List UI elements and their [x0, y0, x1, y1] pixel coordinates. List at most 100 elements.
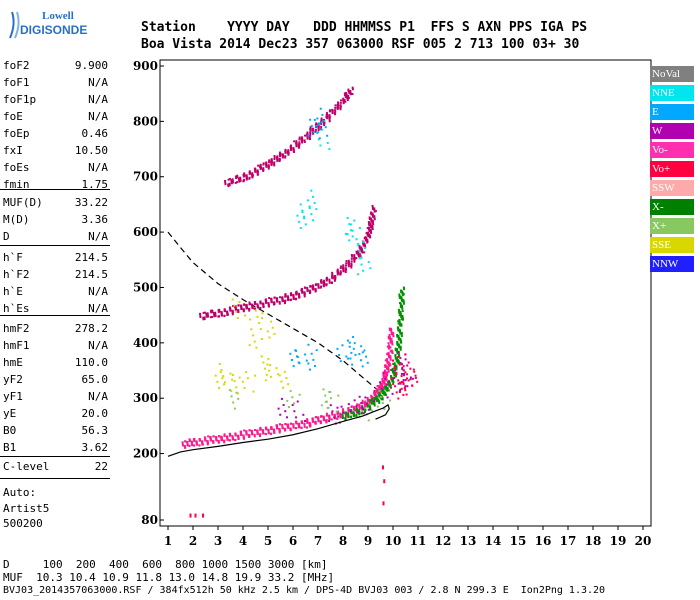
- trace-point: [259, 433, 262, 436]
- trace-point: [273, 156, 276, 159]
- trace-point: [373, 208, 376, 211]
- spread-point: [233, 407, 236, 410]
- trace-point: [256, 432, 259, 435]
- trace-point: [369, 408, 372, 411]
- trace-point: [384, 371, 387, 374]
- spread-point: [397, 355, 400, 358]
- trace-point: [368, 400, 371, 403]
- trace-point: [320, 421, 323, 424]
- spread-point: [402, 379, 405, 382]
- trace-point: [361, 405, 364, 408]
- trace-point: [384, 364, 387, 367]
- spread-point: [349, 409, 352, 412]
- trace-point: [349, 90, 352, 93]
- trace-point: [394, 354, 397, 357]
- trace-point: [259, 426, 262, 429]
- trace-point: [392, 332, 395, 335]
- trace-point: [265, 161, 268, 164]
- trace-point: [331, 112, 334, 115]
- trace-point: [279, 153, 282, 156]
- trace-point: [394, 357, 397, 360]
- trace-point: [331, 276, 334, 279]
- trace-point: [215, 439, 218, 442]
- trace-point: [328, 414, 331, 417]
- spread-point: [328, 420, 331, 423]
- spread-point: [402, 374, 405, 377]
- trace-point: [374, 393, 377, 396]
- trace-point: [350, 415, 353, 418]
- trace-point: [315, 283, 318, 286]
- trace-point: [358, 413, 361, 416]
- spread-point: [399, 361, 402, 364]
- spread-point: [361, 365, 364, 368]
- spread-point: [235, 386, 238, 389]
- trace-point: [300, 287, 303, 290]
- trace-point: [309, 126, 312, 129]
- trace-point: [331, 273, 334, 276]
- param-label: h`E: [3, 285, 23, 298]
- trace-point: [343, 92, 346, 95]
- spread-point: [347, 357, 350, 360]
- x-tick-label: 1: [164, 534, 172, 548]
- trace-point: [251, 176, 254, 179]
- trace-point: [317, 128, 320, 131]
- trace-point: [214, 313, 217, 316]
- spread-point: [346, 233, 349, 236]
- spread-point: [336, 406, 339, 409]
- trace-point: [347, 88, 350, 91]
- spread-point: [311, 195, 314, 198]
- trace-point: [400, 298, 403, 301]
- legend-item: X+: [650, 218, 694, 234]
- trace-point: [399, 310, 402, 313]
- trace-point: [257, 164, 260, 167]
- spread-point: [319, 128, 322, 131]
- trace-point: [295, 140, 298, 143]
- trace-point: [265, 165, 268, 168]
- trace-point: [395, 368, 398, 371]
- spread-point: [355, 405, 358, 408]
- trace-point: [325, 276, 328, 279]
- trace-point: [378, 393, 381, 396]
- spread-point: [304, 353, 307, 356]
- trace-point: [370, 213, 373, 216]
- spread-point: [355, 238, 358, 241]
- trace-point: [331, 275, 334, 278]
- spread-point: [313, 201, 316, 204]
- spread-point: [319, 107, 322, 110]
- param-row: hmE 110.0: [3, 356, 108, 372]
- trace-point: [270, 158, 273, 161]
- trace-point: [371, 214, 374, 217]
- trace-point: [243, 173, 246, 176]
- spread-point: [289, 352, 292, 355]
- trace-point: [384, 365, 387, 368]
- trace-point: [357, 255, 360, 258]
- trace-point: [388, 347, 391, 350]
- trace-point: [317, 126, 320, 129]
- x-tick-label: 18: [585, 534, 602, 548]
- trace-point: [393, 363, 396, 366]
- trace-point: [206, 441, 209, 444]
- spread-point: [310, 189, 313, 192]
- trace-point: [375, 390, 378, 393]
- trace-point: [260, 166, 263, 169]
- trace-point: [234, 434, 237, 437]
- trace-point: [217, 439, 220, 442]
- separator: [0, 478, 110, 479]
- trace-point: [323, 122, 326, 125]
- trace-point: [203, 318, 206, 321]
- trace-point: [245, 174, 248, 177]
- trace-point: [344, 418, 347, 421]
- spread-point: [273, 332, 276, 335]
- trace-point: [399, 312, 402, 315]
- legend-item: E: [650, 104, 694, 120]
- trace-point: [350, 266, 353, 269]
- spread-point: [310, 124, 313, 127]
- trace-point: [226, 312, 229, 315]
- trace-point: [376, 400, 379, 403]
- param-row: B0 56.3: [3, 424, 108, 440]
- trace-point: [345, 93, 348, 96]
- trace-point: [365, 236, 368, 239]
- param-row: h`Es N/A: [3, 302, 108, 318]
- trace-point: [300, 420, 303, 423]
- trace-point: [301, 291, 304, 294]
